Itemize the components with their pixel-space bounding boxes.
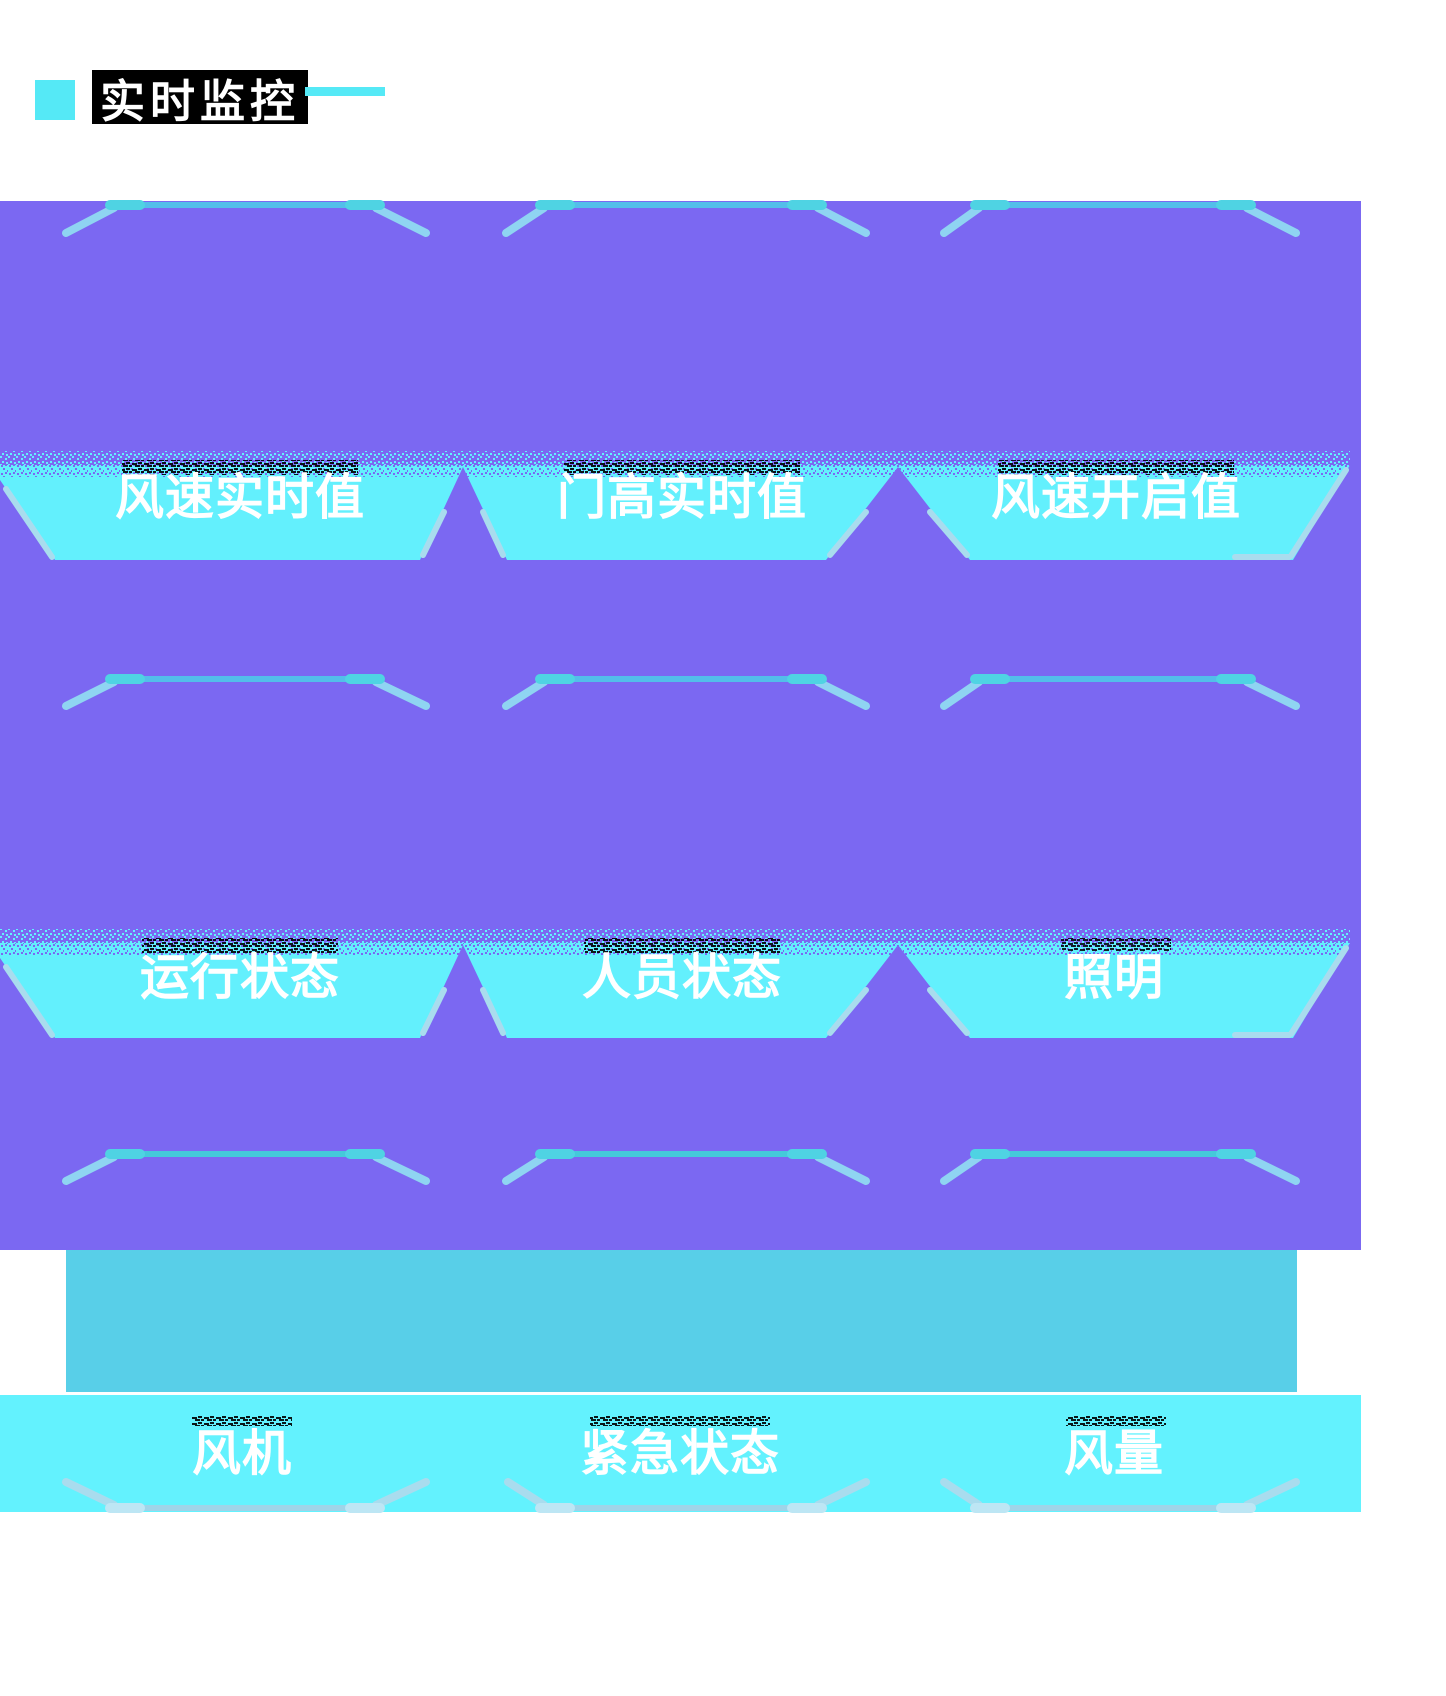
tile-personnel-status[interactable]: 人员状态 bbox=[581, 950, 783, 1005]
tile-running-status[interactable]: 运行状态 bbox=[139, 950, 341, 1005]
section-title-dash bbox=[305, 87, 385, 96]
tile-lighting[interactable]: 照明 bbox=[1063, 950, 1165, 1005]
card-bottom-brackets bbox=[62, 1478, 1300, 1513]
tile-wind-speed-realtime[interactable]: 风速实时值 bbox=[114, 470, 366, 525]
card-top-brackets-row-2 bbox=[62, 674, 1300, 710]
tile-wind-speed-open-value[interactable]: 风速开启值 bbox=[990, 470, 1242, 525]
card-top-brackets-row-3 bbox=[62, 1149, 1300, 1185]
tile-door-height-realtime[interactable]: 门高实时值 bbox=[556, 470, 808, 525]
banner-row-2 bbox=[0, 929, 1350, 1038]
tile-emergency-status[interactable]: 紧急状态 bbox=[579, 1426, 781, 1481]
tile-fan[interactable]: 风机 bbox=[191, 1426, 293, 1481]
section-title-box: 实时监控 bbox=[92, 70, 308, 127]
main-panel-background bbox=[0, 201, 1361, 1250]
card-top-brackets-row-1 bbox=[62, 200, 1300, 237]
bottom-overlay-rect bbox=[66, 1250, 1297, 1392]
banner-row-3-band bbox=[0, 1395, 1361, 1512]
banner-row-2-edging bbox=[3, 945, 1349, 1038]
section-title: 实时监控 bbox=[99, 75, 300, 127]
banner-row-1-edging bbox=[3, 467, 1349, 560]
banner-row-1 bbox=[0, 451, 1350, 560]
tile-air-volume[interactable]: 风量 bbox=[1063, 1426, 1165, 1481]
section-bullet-square bbox=[35, 80, 75, 120]
